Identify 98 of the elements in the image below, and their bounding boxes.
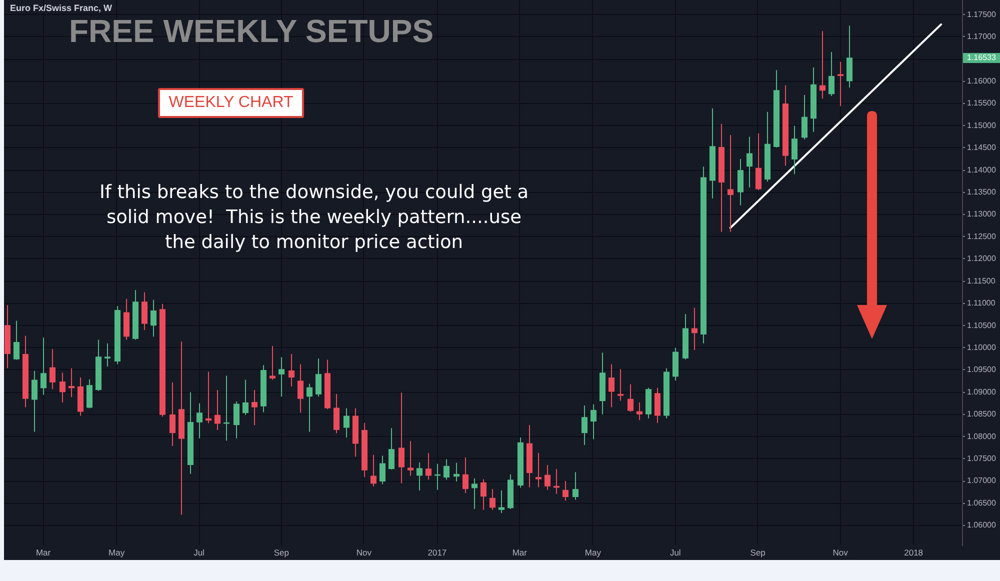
candlestick	[535, 452, 542, 488]
x-tick-label: 2018	[904, 547, 924, 558]
candlestick	[627, 384, 634, 412]
annotation: If this breaks to the downside, you could get a solid move! This is the weekly pattern....use the daily to monitor price action	[98, 181, 530, 255]
y-tick-label: 1.07000	[967, 476, 996, 486]
candlestick	[214, 389, 221, 430]
candlestick	[31, 370, 38, 432]
candlestick	[846, 25, 853, 88]
x-tick-label: Mar	[512, 547, 528, 558]
x-tick-label: Nov	[356, 547, 372, 558]
y-tick-label: 1.10000	[967, 342, 996, 352]
candlestick	[737, 158, 744, 206]
candlestick	[370, 454, 377, 487]
y-tick-label: 1.06500	[967, 498, 996, 508]
candlestick	[727, 134, 734, 232]
candlestick	[544, 464, 551, 490]
candlestick	[443, 458, 450, 480]
candlestick	[654, 387, 661, 424]
y-tick-label: 1.17000	[967, 32, 996, 42]
candlestick	[343, 408, 350, 438]
y-tick-label: 1.13500	[967, 188, 996, 197]
y-tick-label: 1.07500	[967, 454, 996, 464]
candlestick	[196, 402, 203, 439]
candlestick	[572, 472, 579, 500]
x-tick-label: Sep	[750, 547, 766, 558]
candlestick	[86, 378, 93, 409]
candlestick	[636, 402, 643, 421]
candlestick	[755, 132, 762, 191]
candlestick	[59, 372, 66, 403]
candlestick	[104, 342, 111, 367]
candlestick	[49, 348, 56, 390]
y-tick-label: 1.14500	[967, 143, 996, 152]
candlestick	[315, 358, 322, 398]
candlestick	[40, 337, 47, 396]
y-tick-label: 1.11000	[967, 298, 996, 308]
x-tick-label: Jul	[194, 547, 205, 558]
candlestick	[333, 393, 340, 434]
x-tick-label: 2017	[428, 547, 447, 558]
y-tick-label: 1.14000	[967, 165, 996, 174]
candlestick	[169, 382, 176, 446]
candlestick	[791, 125, 798, 175]
x-tick-label: May	[584, 547, 602, 558]
x-tick-label: Jul	[670, 547, 681, 558]
candlestick	[379, 455, 386, 485]
candlestick	[388, 428, 395, 470]
y-tick-label: 1.10500	[967, 320, 996, 330]
candlestick	[297, 364, 304, 414]
y-tick-label: 1.13000	[967, 210, 996, 219]
candlestick	[562, 480, 569, 502]
chart-title: FREE WEEKLY SETUPS	[69, 13, 434, 49]
y-tick-label: 1.08500	[967, 410, 996, 419]
chart-subtitle: Euro Fx/Swiss Franc, W	[10, 3, 112, 13]
candlestick	[288, 354, 295, 387]
y-tick-label: 1.09000	[967, 387, 996, 396]
candlestick	[453, 462, 460, 482]
x-tick-label: Nov	[832, 547, 849, 558]
candlestick	[425, 452, 432, 480]
candlestick	[471, 478, 478, 510]
candlestick	[251, 389, 258, 426]
x-tick-label: Mar	[36, 547, 51, 558]
x-tick-label: Sep	[274, 547, 290, 558]
candlestick	[489, 488, 496, 510]
candlestick	[480, 478, 487, 510]
candlestick	[407, 440, 414, 476]
candlestick	[801, 94, 808, 140]
text: 1.16533	[963, 53, 1000, 63]
y-tick-label: 1.12500	[967, 232, 996, 241]
candlestick	[416, 462, 423, 491]
candlestick	[837, 61, 844, 107]
candlestick	[269, 346, 276, 380]
candlestick	[233, 401, 240, 439]
y-tick-label: 1.11500	[967, 276, 996, 286]
y-tick-label: 1.09500	[967, 365, 996, 374]
y-tick-label: 1.08000	[967, 432, 996, 441]
candlestick	[581, 405, 588, 446]
y-tick-label: 1.16000	[967, 76, 996, 86]
candlestick	[150, 299, 157, 338]
candlestick	[306, 383, 313, 432]
y-tick-label: 1.12000	[967, 254, 996, 264]
candlestick	[608, 364, 615, 408]
candlestick	[498, 490, 505, 514]
y-tick-label: 1.06000	[967, 520, 996, 530]
y-tick-label: 1.17500	[967, 10, 996, 19]
candlestick	[828, 51, 835, 96]
candlestick	[278, 356, 285, 398]
candlestick	[242, 379, 249, 416]
candlestick	[141, 292, 148, 331]
y-tick-label: 1.15000	[967, 120, 996, 130]
x-tick-label: May	[108, 547, 126, 558]
candlestick	[462, 457, 469, 494]
candlestick	[691, 307, 698, 351]
y-tick-label: 1.15500	[967, 98, 996, 108]
candlestick	[617, 368, 624, 402]
candlestick	[398, 392, 405, 484]
candlestick	[746, 136, 753, 188]
candlestick	[13, 320, 20, 360]
candlestick	[819, 30, 826, 100]
candlestick	[590, 404, 597, 440]
